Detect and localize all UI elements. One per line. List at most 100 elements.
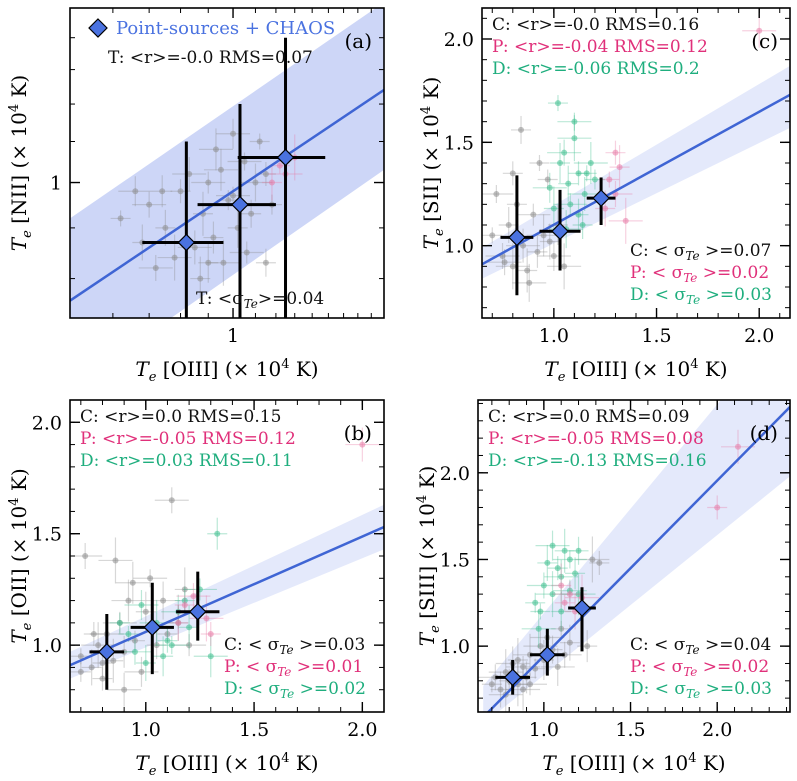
chaos-point — [230, 192, 237, 199]
stats-text: P: <r>=-0.05 RMS=0.08 — [488, 429, 704, 449]
sigma-prefix: D: < σ — [224, 679, 280, 699]
chaos-point — [146, 201, 153, 208]
sigma-prefix: P: < σ — [630, 263, 684, 283]
d-point — [554, 100, 561, 107]
chaos-point — [220, 259, 227, 266]
axis-label-suffix: K) — [7, 468, 31, 497]
binned-diamond — [508, 228, 526, 247]
panel-label: (b) — [344, 421, 372, 445]
p-point — [561, 599, 568, 606]
chaos-point — [147, 575, 154, 582]
axis-label-sup: 4 — [7, 497, 22, 505]
sigma-prefix: C: < σ — [224, 635, 280, 655]
panel-label: (a) — [344, 29, 372, 53]
binned-diamond — [97, 642, 116, 661]
chaos-point — [509, 170, 516, 177]
stats-text: C: <r>=0.0 RMS=0.15 — [80, 407, 281, 427]
axis-label-T: T — [415, 631, 439, 646]
d-point — [160, 653, 167, 660]
sigma-sub: Te — [685, 643, 699, 657]
chaos-point — [88, 664, 95, 671]
y-tick-label: 1.0 — [444, 236, 474, 258]
chaos-point — [558, 625, 565, 632]
y-tick-label: 1.5 — [440, 549, 470, 571]
d-point — [546, 184, 553, 191]
chaos-point — [197, 275, 204, 282]
sigma-sub: Te — [277, 665, 291, 679]
chaos-point — [561, 263, 568, 270]
sigma-sub: Te — [686, 687, 700, 701]
axis-label-sup: 4 — [415, 495, 430, 503]
axis-label-sub: e — [558, 370, 566, 385]
x-axis-label: Te [OIII] (× 104 K) — [544, 357, 727, 385]
panel-b: 1.0 1.5 2.01.01.52.0Te [OIII] (× 104 K)Te … — [7, 399, 385, 779]
axis-label-sub: e — [149, 370, 157, 385]
sigma-value: >=0.02 — [697, 657, 769, 677]
sigma-value: >=0.07 — [700, 241, 772, 261]
d-point — [214, 530, 221, 537]
chaos-point — [217, 166, 224, 173]
axis-label-suffix: K) — [699, 357, 728, 381]
axis-label-core: [SIII] (× 10 — [415, 503, 439, 625]
x-tick-label: 1.0 — [529, 719, 559, 741]
d-point — [532, 599, 539, 606]
p-point — [602, 205, 609, 212]
d-point — [571, 135, 578, 142]
x-tick-label: 2.0 — [744, 325, 774, 347]
chaos-point — [514, 657, 521, 663]
sigma-sub: Te — [685, 249, 699, 263]
chaos-point — [159, 188, 166, 195]
d-point — [581, 191, 588, 197]
chaos-point — [129, 579, 136, 586]
sigma-text: P: < σTe >=0.01 — [224, 657, 363, 679]
binned-diamond — [143, 618, 162, 637]
chaos-point — [493, 191, 500, 197]
chaos-point — [584, 643, 591, 650]
chaos-point — [162, 224, 169, 231]
chaos-point — [256, 138, 263, 145]
d-point — [131, 648, 138, 655]
chaos-point — [252, 179, 259, 186]
sigma-value: >=0.04 — [258, 289, 324, 309]
axis-label-suffix: K) — [290, 751, 319, 775]
x-tick-label: 2.0 — [347, 719, 377, 741]
panel-label: (c) — [751, 29, 778, 53]
chaos-point — [90, 631, 97, 637]
chaos-point — [524, 267, 531, 274]
x-axis-label: Te [OIII] (× 104 K) — [542, 751, 725, 779]
sigma-text: P: < σTe >=0.02 — [630, 657, 769, 679]
p-point — [714, 504, 721, 511]
p-point — [207, 631, 214, 637]
confidence-band — [70, 8, 384, 318]
d-point — [572, 570, 579, 577]
plot-area — [70, 8, 384, 318]
sigma-sub: Te — [279, 643, 293, 657]
axis-label-core: [SII] (× 10 — [419, 114, 443, 228]
sigma-sub: Te — [683, 271, 697, 285]
axis-label-core: [OIII] (× 10 — [563, 751, 688, 775]
chaos-point — [489, 232, 496, 239]
chaos-point — [112, 557, 119, 564]
axis-label-sub: e — [556, 764, 564, 779]
panel-label: (d) — [750, 421, 778, 445]
axis-label-sup: 4 — [281, 751, 289, 766]
axis-label-core: [OII] (× 10 — [7, 506, 31, 623]
axis-label-sub: e — [20, 622, 35, 630]
binned-diamond — [573, 599, 591, 617]
axes-frame — [69, 7, 385, 319]
sigma-text: C: < σTe >=0.07 — [630, 241, 771, 263]
p-point — [190, 593, 197, 600]
d-point — [561, 149, 568, 156]
chaos-point — [566, 639, 573, 646]
chaos-point — [526, 279, 533, 286]
sigma-prefix: C: < σ — [630, 635, 686, 655]
binned-diamond — [188, 602, 207, 621]
chaos-point — [534, 248, 541, 255]
chaos-point — [152, 264, 159, 271]
sigma-value: >=0.02 — [697, 263, 769, 283]
chaos-point — [248, 210, 255, 217]
chaos-point — [501, 259, 508, 266]
chaos-point — [171, 254, 178, 261]
y-tick-label: 1.0 — [32, 635, 62, 657]
chaos-point — [530, 211, 537, 218]
